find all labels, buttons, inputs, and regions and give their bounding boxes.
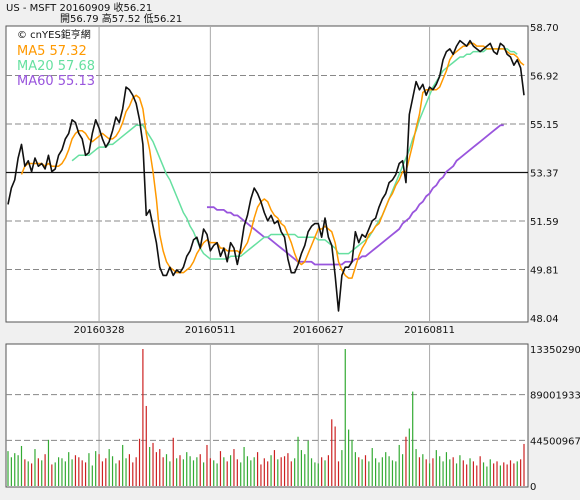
- legend-ma60: MA60 55.13: [17, 74, 95, 89]
- y-tick-label: 49.81: [530, 266, 559, 277]
- volume-panel: [5, 343, 529, 488]
- volume-tick-label: 133502900: [530, 345, 580, 356]
- volume-tick-label: 0: [530, 482, 536, 493]
- y-tick-label: 48.04: [530, 314, 559, 325]
- series-line-ma60: [206, 124, 504, 266]
- y-tick-label: 51.59: [530, 217, 559, 228]
- series-line-ma5: [20, 42, 525, 279]
- legend-ma5: MA5 57.32: [17, 44, 87, 59]
- volume-tick-label: 44500967: [530, 436, 580, 447]
- x-tick-label: 20160328: [74, 325, 125, 336]
- y-tick-label: 55.15: [530, 120, 559, 131]
- volume-tick-label: 89001933: [530, 391, 580, 402]
- source-label: © cnYES鉅亨網: [17, 30, 91, 41]
- header-line-1: US - MSFT 20160909 收56.21: [6, 3, 153, 14]
- x-tick-label: 20160811: [404, 325, 455, 336]
- x-tick-label: 20160627: [293, 325, 344, 336]
- series-line-msft: [7, 39, 525, 312]
- x-tick-label: 20160511: [185, 325, 236, 336]
- header-line-2: 開56.79 高57.52 低56.21: [60, 14, 183, 25]
- y-tick-label: 56.92: [530, 72, 559, 83]
- y-tick-label: 58.70: [530, 23, 559, 34]
- y-tick-label: 53.37: [530, 169, 559, 180]
- legend-ma20: MA20 57.68: [17, 59, 95, 74]
